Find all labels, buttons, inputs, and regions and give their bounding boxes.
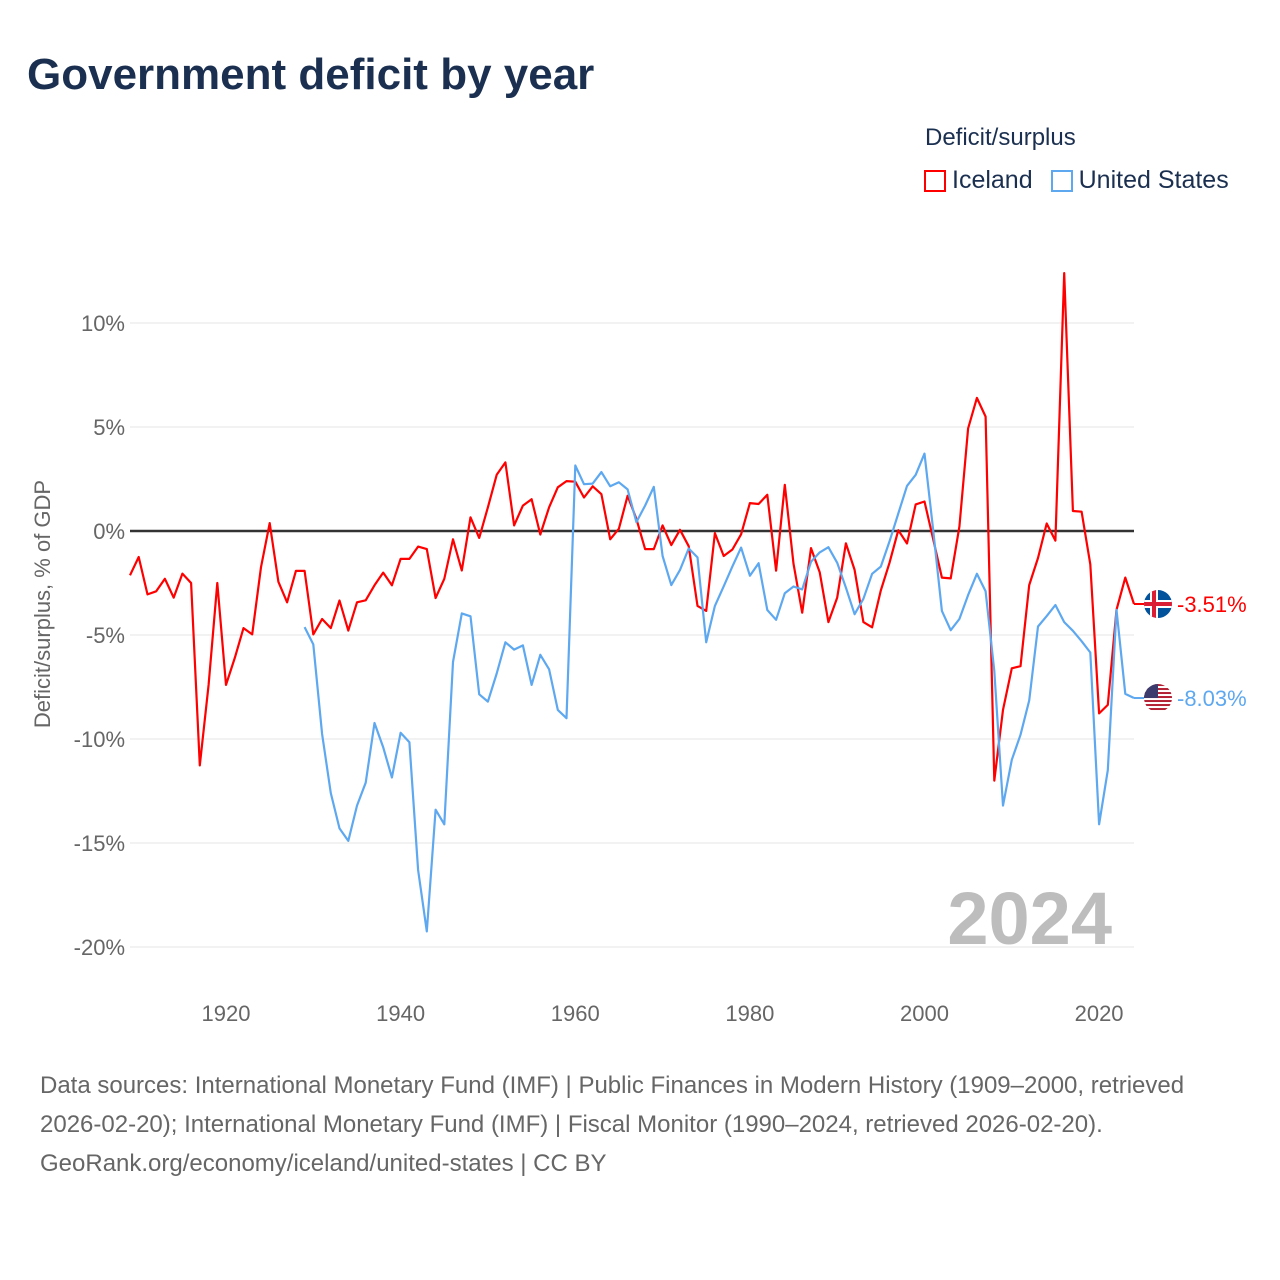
end-value-label-iceland: -3.51%: [1177, 592, 1247, 617]
legend-swatch-iceland: [924, 169, 946, 192]
x-tick-label: 2020: [1075, 1001, 1124, 1026]
series-line-united-states: [303, 452, 1135, 933]
footer: Data sources: International Monetary Fun…: [40, 1066, 1240, 1183]
y-tick-label: 0%: [93, 519, 125, 544]
legend-title: Deficit/surplus: [925, 124, 1076, 151]
y-tick-label: -10%: [74, 727, 125, 752]
end-value-label-united-states: -8.03%: [1177, 686, 1247, 711]
legend-item-iceland[interactable]: Iceland: [924, 166, 1033, 195]
legend: Iceland United States: [924, 166, 1229, 195]
legend-swatch-united-states: [1050, 169, 1073, 192]
x-tick-label: 1960: [551, 1001, 600, 1026]
x-tick-label: 1980: [725, 1001, 774, 1026]
year-watermark: 2024: [947, 877, 1112, 960]
legend-item-united-states[interactable]: United States: [1050, 166, 1229, 195]
y-tick-label: -15%: [74, 831, 125, 856]
y-tick-label: 10%: [81, 311, 125, 336]
x-tick-label: 1940: [376, 1001, 425, 1026]
flag-icon-iceland: [1144, 590, 1172, 619]
series-line-iceland: [129, 272, 1136, 782]
y-tick-label: -5%: [86, 623, 125, 648]
line-chart: 10% 5% 0% -5% -10% -15% -20% 1920 1940 1960 1980 20…: [30, 272, 1247, 1026]
y-axis-label: Deficit/surplus, % of GDP: [30, 480, 55, 728]
credit-link[interactable]: GeoRank.org/economy/iceland/united-state…: [40, 1150, 607, 1177]
x-tick-label: 1920: [202, 1001, 251, 1026]
y-tick-label: -20%: [74, 935, 125, 960]
legend-label-iceland: Iceland: [952, 166, 1033, 194]
legend-label-united-states: United States: [1078, 166, 1229, 194]
chart-title: Government deficit by year: [27, 50, 595, 99]
y-tick-label: 5%: [93, 415, 125, 440]
flag-icon-united-states: [1144, 684, 1172, 713]
data-sources: Data sources: International Monetary Fun…: [40, 1072, 1185, 1138]
x-tick-label: 2000: [900, 1001, 949, 1026]
